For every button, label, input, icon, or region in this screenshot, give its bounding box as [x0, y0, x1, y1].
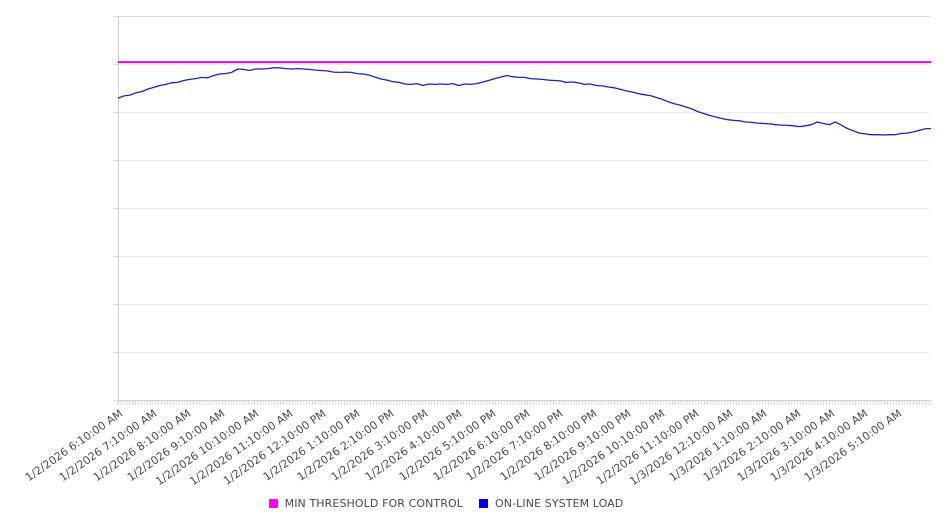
legend-swatch-online-system-load	[479, 499, 489, 508]
online-system-load-line	[117, 67, 932, 136]
chart-legend: MIN THRESHOLD FOR CONTROL ON-LINE SYSTEM…	[0, 497, 892, 510]
legend-label-min-threshold: MIN THRESHOLD FOR CONTROL	[284, 497, 464, 510]
legend-item-online-system-load[interactable]: ON-LINE SYSTEM LOAD	[479, 497, 623, 510]
load-chart-plot	[114, 16, 932, 405]
legend-label-online-system-load: ON-LINE SYSTEM LOAD	[495, 497, 624, 510]
legend-swatch-min-threshold	[268, 499, 278, 508]
legend-item-min-threshold[interactable]: MIN THRESHOLD FOR CONTROL	[268, 497, 464, 510]
